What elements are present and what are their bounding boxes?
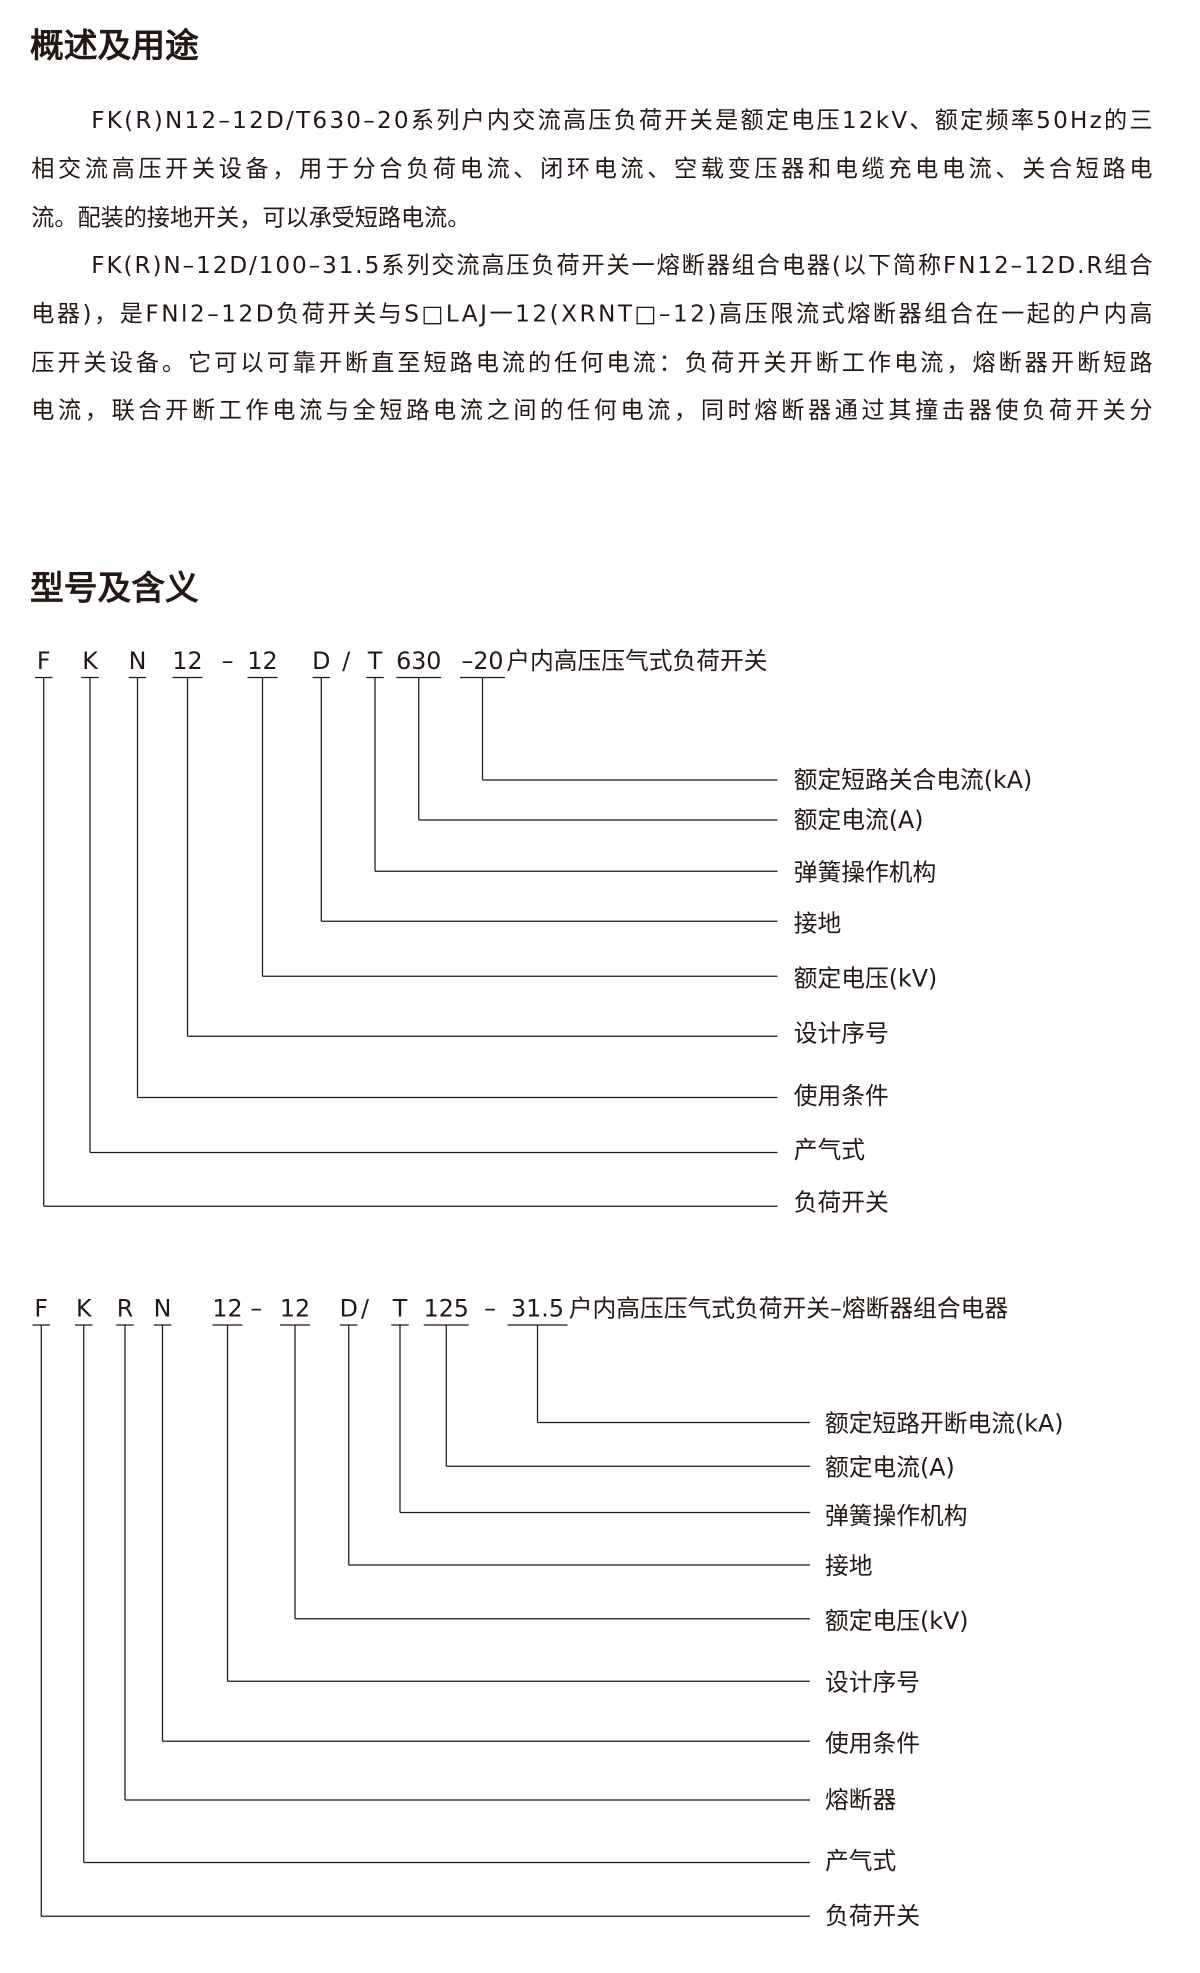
code-token: – bbox=[250, 1295, 262, 1323]
section-title: 概述及用途 bbox=[30, 26, 199, 65]
code-token: K bbox=[76, 1295, 93, 1323]
code-token: F bbox=[37, 647, 51, 675]
meaning-label: 负荷开关 bbox=[794, 1188, 889, 1216]
meaning-label: 额定短路开断电流(kA) bbox=[825, 1410, 1064, 1438]
code-token: 12 bbox=[280, 1295, 310, 1323]
code-token: / bbox=[361, 1295, 369, 1323]
code-token: R bbox=[117, 1295, 134, 1323]
meaning-label: 额定电流(A) bbox=[825, 1453, 955, 1481]
paragraph-line: 电流，联合开断工作电流与全短路电流之间的任何电流，同时熔断器通过其撞击器使负荷开… bbox=[31, 398, 1152, 424]
code-token: D bbox=[340, 1295, 358, 1323]
code-token: –20 bbox=[461, 647, 503, 675]
code-token: 125 bbox=[424, 1295, 469, 1323]
code-description: 户内高压压气式负荷开关 bbox=[506, 647, 767, 675]
code-token: N bbox=[129, 647, 147, 675]
paragraph-line: FK(R)N12–12D/T630–20系列户内交流高压负荷开关是额定电压12k… bbox=[91, 108, 1152, 134]
code-token: 12 bbox=[172, 647, 202, 675]
meaning-label: 负荷开关 bbox=[825, 1902, 920, 1930]
code-token: / bbox=[342, 647, 350, 675]
paragraph-line: 相交流高压开关设备，用于分合负荷电流、闭环电流、空载变压器和电缆充电电流、关合短… bbox=[31, 157, 1152, 183]
meaning-label: 熔断器 bbox=[825, 1786, 897, 1814]
code-token: F bbox=[34, 1295, 48, 1323]
paragraph-line: 压开关设备。它可以可靠开断直至短路电流的任何电流：负荷开关开断工作电流，熔断器开… bbox=[31, 350, 1152, 376]
paragraph-line: FK(R)N–12D/100–31.5系列交流高压负荷开关一熔断器组合电器(以下… bbox=[91, 253, 1152, 279]
meaning-label: 设计序号 bbox=[794, 1020, 889, 1048]
paragraph-line: 流。配装的接地开关，可以承受短路电流。 bbox=[31, 205, 470, 231]
meaning-label: 产气式 bbox=[794, 1136, 865, 1164]
code-token: 12 bbox=[212, 1295, 242, 1323]
paragraph-line: 电器)，是FNl2–12D负荷开关与S□LAJ一12(XRNT□–12)高压限流… bbox=[31, 302, 1152, 328]
meaning-label: 额定电压(kV) bbox=[825, 1607, 969, 1635]
meaning-label: 额定电压(kV) bbox=[794, 965, 938, 993]
meaning-label: 接地 bbox=[825, 1552, 873, 1580]
code-token: K bbox=[82, 647, 99, 675]
code-token: D bbox=[312, 647, 330, 675]
meaning-label: 额定短路关合电流(kA) bbox=[794, 766, 1033, 794]
meaning-label: 产气式 bbox=[825, 1847, 896, 1875]
code-token: 12 bbox=[247, 647, 277, 675]
code-token: N bbox=[154, 1295, 172, 1323]
section-title: 型号及含义 bbox=[30, 569, 199, 608]
meaning-label: 弹簧操作机构 bbox=[825, 1502, 968, 1530]
meaning-label: 接地 bbox=[794, 910, 842, 938]
meaning-label: 设计序号 bbox=[825, 1668, 920, 1696]
code-token: 630 bbox=[396, 647, 441, 675]
meaning-label: 弹簧操作机构 bbox=[794, 858, 937, 886]
meaning-label: 使用条件 bbox=[794, 1082, 889, 1110]
code-token: – bbox=[484, 1295, 496, 1323]
meaning-label: 额定电流(A) bbox=[794, 806, 924, 834]
code-token: 31.5 bbox=[511, 1295, 564, 1323]
code-token: T bbox=[392, 1295, 408, 1323]
meaning-label: 使用条件 bbox=[825, 1730, 920, 1758]
code-description: 户内高压压气式负荷开关–熔断器组合电器 bbox=[569, 1295, 1009, 1323]
code-token: T bbox=[367, 647, 383, 675]
code-token: – bbox=[222, 647, 234, 675]
